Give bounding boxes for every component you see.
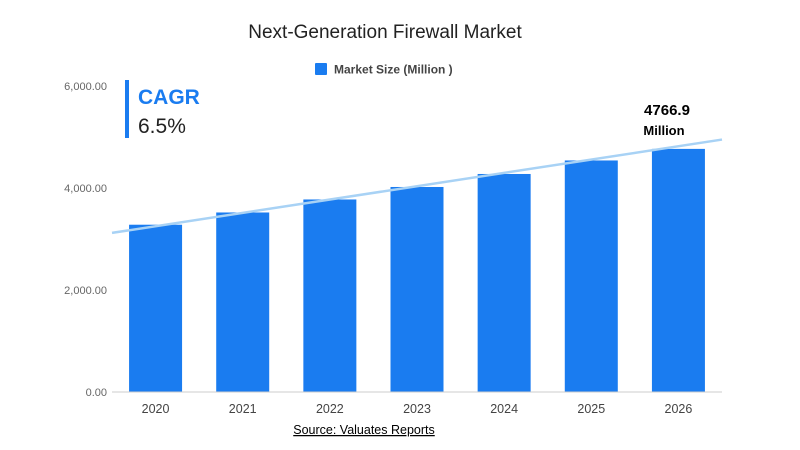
legend: Market Size (Million ) xyxy=(315,63,453,77)
x-axis: 2020 2021 2022 2023 2024 2025 2026 xyxy=(142,402,693,416)
bars xyxy=(129,148,705,392)
x-tick-label: 2023 xyxy=(403,402,431,416)
y-tick-label: 2,000.00 xyxy=(64,285,107,297)
bar-2022 xyxy=(303,199,357,392)
bar-2026 xyxy=(651,148,705,392)
bar-2023 xyxy=(390,186,444,392)
bar-2024 xyxy=(477,173,531,392)
x-tick-label: 2021 xyxy=(229,402,257,416)
x-tick-label: 2022 xyxy=(316,402,344,416)
x-tick-label: 2020 xyxy=(142,402,170,416)
bar-2020 xyxy=(129,224,183,392)
last-value-unit: Million xyxy=(643,123,684,138)
bar-2025 xyxy=(564,160,618,392)
y-tick-label: 0.00 xyxy=(86,387,107,399)
x-tick-label: 2025 xyxy=(577,402,605,416)
x-tick-label: 2026 xyxy=(665,402,693,416)
cagr-label: CAGR xyxy=(138,86,200,109)
chart-title: Next-Generation Firewall Market xyxy=(248,22,522,43)
y-axis: 0.00 2,000.00 4,000.00 6,000.00 xyxy=(64,81,107,399)
y-tick-label: 6,000.00 xyxy=(64,81,107,93)
last-value-label: 4766.9 xyxy=(644,102,690,119)
legend-label: Market Size (Million ) xyxy=(334,63,453,77)
cagr-value: 6.5% xyxy=(138,115,186,138)
source-link[interactable]: Source: Valuates Reports xyxy=(293,423,435,437)
cagr-box: CAGR 6.5% xyxy=(125,80,200,138)
trendline xyxy=(111,138,723,235)
cagr-accent-bar xyxy=(125,80,129,138)
bar-2021 xyxy=(216,212,270,392)
legend-swatch xyxy=(315,63,327,75)
x-tick-label: 2024 xyxy=(490,402,518,416)
y-tick-label: 4,000.00 xyxy=(64,183,107,195)
